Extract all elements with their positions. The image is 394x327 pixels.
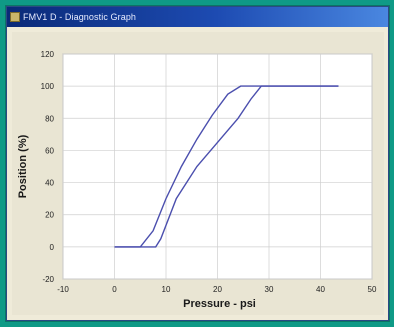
x-tick-label: 50 [368,285,377,294]
x-axis-title: Pressure - psi [183,298,256,310]
series-line-2 [114,85,339,248]
y-tick-label: 20 [45,211,54,220]
window-title: FMV1 D - Diagnostic Graph [23,12,137,22]
y-tick-label: 80 [45,114,54,123]
y-axis-title: Position (%) [17,134,29,198]
x-tick-label: 20 [213,285,222,294]
diagnostic-graph-window: FMV1 D - Diagnostic Graph -10 0 10 20 30 40 50… [6,6,389,321]
y-tick-label: 100 [41,82,55,91]
x-tick-label: 40 [316,285,325,294]
y-tick-label: 60 [45,146,54,155]
x-tick-label: 10 [162,285,171,294]
x-tick-label: 0 [112,285,117,294]
y-tick-label: 120 [41,50,55,59]
x-tick-label: -10 [57,285,69,294]
y-tick-label: -20 [42,275,54,284]
graph-panel: -10 0 10 20 30 40 50 -20 0 20 40 60 80 100 120 Pressure… [12,32,384,315]
y-tick-label: 0 [50,243,55,252]
diagnostic-graph: -10 0 10 20 30 40 50 -20 0 20 40 60 80 100 120 Pressure… [17,50,377,310]
window-app-icon [10,12,20,22]
x-tick-label: 30 [265,285,274,294]
title-bar[interactable]: FMV1 D - Diagnostic Graph [7,7,388,27]
y-tick-label: 40 [45,179,54,188]
